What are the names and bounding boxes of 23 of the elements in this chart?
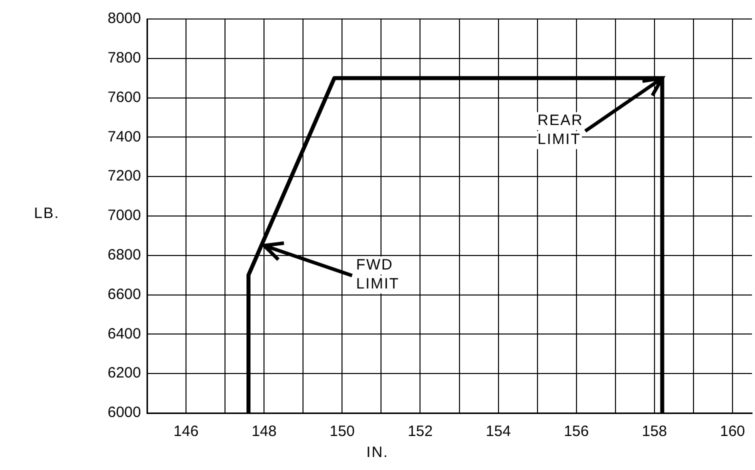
x-tick-label: 150 <box>330 423 355 440</box>
x-tick-label: 152 <box>408 423 433 440</box>
y-tick-label: 7400 <box>108 128 141 146</box>
annotation: REAR LIMIT <box>538 112 584 148</box>
x-tick-label: 146 <box>174 423 199 440</box>
y-tick-label: 7600 <box>108 88 141 106</box>
y-tick-label: 6000 <box>108 404 141 422</box>
x-tick-label: 160 <box>720 423 745 440</box>
y-axis-title: LB. <box>34 205 60 222</box>
x-tick-label: 158 <box>642 423 667 440</box>
y-tick-label: 7800 <box>108 50 141 67</box>
annotation: FWD LIMIT <box>356 256 400 293</box>
y-tick-label: 7000 <box>108 207 141 224</box>
x-tick-label: 156 <box>564 423 589 440</box>
x-tick-label: 148 <box>252 423 277 440</box>
y-tick-label: 6400 <box>108 325 141 342</box>
y-tick-label: 6600 <box>108 286 141 303</box>
y-tick-label: 6200 <box>108 364 141 382</box>
y-tick-label: 8000 <box>108 10 141 28</box>
x-axis-title: IN. <box>365 444 390 461</box>
y-tick-label: 6800 <box>108 246 141 264</box>
y-tick-label: 7200 <box>108 168 141 185</box>
x-tick-label: 154 <box>486 423 511 440</box>
